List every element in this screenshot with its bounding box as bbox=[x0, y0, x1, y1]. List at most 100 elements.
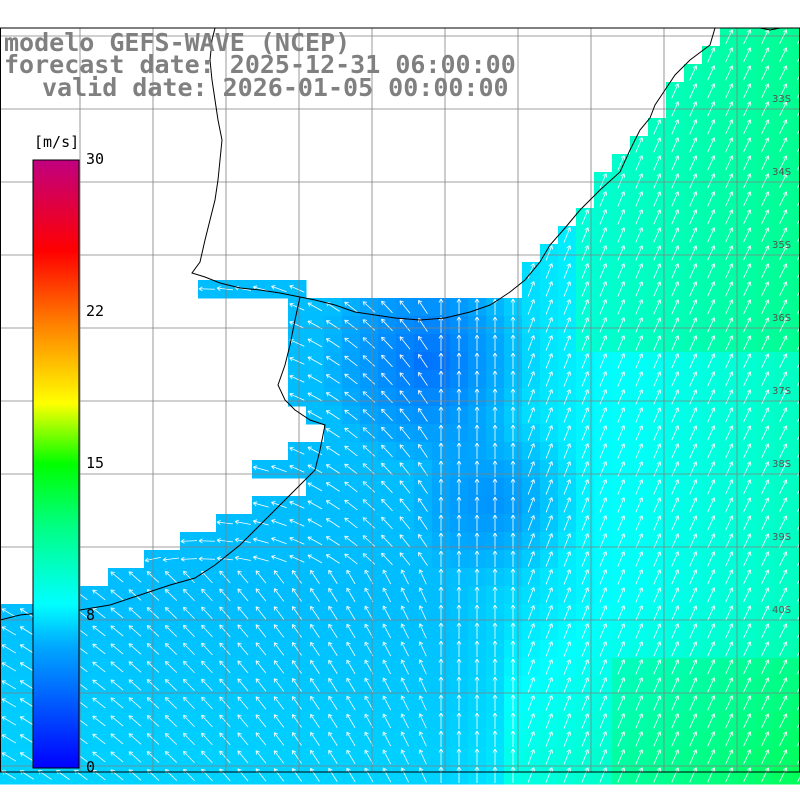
wind-arrow-head bbox=[533, 677, 535, 682]
wind-arrow bbox=[743, 245, 751, 261]
wind-arrow-head bbox=[363, 373, 368, 375]
wind-arrow-head bbox=[620, 209, 625, 213]
wind-arrow bbox=[563, 731, 571, 747]
wind-arrow-head bbox=[399, 516, 401, 521]
wind-arrow-head bbox=[418, 372, 423, 375]
wind-arrow bbox=[599, 677, 607, 693]
wind-arrow-head bbox=[605, 461, 608, 466]
wind-arrow bbox=[183, 768, 195, 782]
wind-arrow-head bbox=[659, 677, 662, 682]
wind-arrow-head bbox=[659, 515, 662, 520]
wind-arrow bbox=[617, 695, 625, 711]
wind-arrow bbox=[581, 749, 589, 765]
wind-arrow bbox=[527, 515, 535, 531]
wind-arrow-head bbox=[656, 353, 661, 357]
wind-arrow-head bbox=[255, 696, 260, 699]
wind-arrow bbox=[219, 768, 231, 782]
wind-arrow-head bbox=[548, 731, 553, 735]
wind-arrow-head bbox=[128, 751, 131, 756]
wind-arrow-head bbox=[494, 568, 498, 573]
wind-arrow-head bbox=[641, 569, 644, 574]
wind-arrow bbox=[146, 769, 160, 781]
wind-arrow-head bbox=[92, 661, 97, 663]
wind-arrow-head bbox=[456, 388, 460, 393]
wind-arrow bbox=[599, 749, 607, 765]
wind-arrow bbox=[346, 731, 356, 747]
wind-arrow bbox=[581, 497, 589, 513]
wind-arrow bbox=[399, 318, 411, 332]
wind-arrow-head bbox=[399, 300, 404, 303]
wind-arrow-head bbox=[474, 730, 478, 735]
wind-arrow-head bbox=[401, 695, 406, 699]
wind-arrow-head bbox=[728, 317, 733, 321]
wind-arrow bbox=[545, 605, 553, 621]
wind-arrow-head bbox=[399, 354, 401, 359]
wind-arrow-head bbox=[692, 119, 697, 123]
wind-arrow bbox=[653, 299, 661, 315]
field-cell bbox=[792, 118, 800, 137]
wind-arrow-head bbox=[551, 695, 553, 700]
wind-arrow-head bbox=[492, 748, 496, 753]
wind-arrow-head bbox=[92, 769, 97, 771]
wind-arrow-head bbox=[656, 317, 661, 321]
wind-arrow-head bbox=[728, 65, 733, 69]
wind-arrow bbox=[581, 569, 589, 585]
wind-arrow bbox=[779, 263, 787, 279]
wind-arrow-head bbox=[530, 623, 535, 627]
wind-arrow bbox=[725, 641, 733, 657]
wind-arrow-head bbox=[584, 623, 589, 627]
wind-arrow bbox=[797, 488, 800, 495]
wind-arrow-head bbox=[419, 605, 424, 609]
wind-arrow bbox=[743, 623, 751, 639]
wind-arrow-head bbox=[363, 391, 368, 393]
wind-arrow bbox=[725, 263, 733, 279]
wind-arrow-head bbox=[363, 553, 368, 555]
wind-arrow-head bbox=[458, 550, 462, 555]
wind-arrow-head bbox=[533, 407, 535, 412]
wind-arrow bbox=[581, 263, 589, 279]
wind-arrow bbox=[292, 732, 302, 746]
wind-arrow bbox=[725, 47, 733, 63]
wind-arrow bbox=[527, 263, 535, 279]
wind-arrow-head bbox=[659, 155, 662, 160]
wind-arrow-head bbox=[641, 461, 644, 466]
wind-arrow bbox=[671, 173, 679, 189]
wind-arrow-head bbox=[219, 768, 224, 771]
wind-arrow-head bbox=[253, 555, 258, 558]
wind-arrow bbox=[761, 371, 769, 387]
wind-arrow bbox=[797, 686, 800, 693]
wind-arrow bbox=[581, 767, 589, 783]
wind-arrow-head bbox=[623, 713, 626, 718]
wind-arrow bbox=[307, 554, 323, 564]
wind-arrow-head bbox=[146, 769, 149, 774]
wind-arrow bbox=[761, 731, 769, 747]
wind-arrow-head bbox=[764, 713, 769, 717]
wind-arrow-head bbox=[764, 263, 769, 267]
wind-arrow-head bbox=[659, 245, 662, 250]
wind-arrow bbox=[545, 587, 553, 603]
wind-arrow-head bbox=[110, 607, 115, 609]
wind-arrow-head bbox=[165, 589, 170, 591]
wind-arrow-head bbox=[145, 560, 150, 563]
wind-arrow bbox=[797, 128, 800, 135]
wind-arrow-head bbox=[216, 539, 221, 543]
wind-arrow bbox=[779, 173, 787, 189]
wind-arrow bbox=[183, 570, 195, 584]
wind-arrow bbox=[689, 623, 697, 639]
wind-arrow-head bbox=[746, 587, 751, 591]
wind-arrow bbox=[761, 299, 769, 315]
wind-arrow-head bbox=[458, 442, 462, 447]
wind-arrow bbox=[92, 589, 106, 601]
wind-arrow-head bbox=[620, 767, 625, 771]
wind-arrow-head bbox=[782, 587, 787, 591]
wind-arrow-head bbox=[551, 335, 553, 340]
wind-arrow-head bbox=[605, 371, 608, 376]
wind-arrow bbox=[326, 428, 340, 438]
wind-arrow-head bbox=[458, 334, 462, 339]
wind-arrow-head bbox=[381, 480, 386, 483]
wind-arrow-head bbox=[458, 604, 462, 609]
wind-arrow-head bbox=[728, 119, 733, 123]
wind-arrow-head bbox=[551, 767, 553, 772]
wind-arrow bbox=[797, 740, 800, 747]
wind-arrow-head bbox=[456, 604, 460, 609]
